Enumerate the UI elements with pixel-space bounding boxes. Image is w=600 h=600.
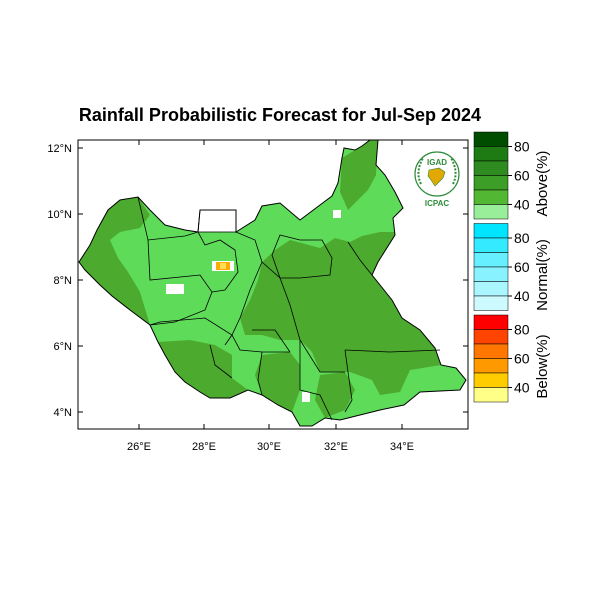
colorbar-swatch — [473, 295, 509, 311]
colorbar-tick-label: 40 — [514, 380, 530, 396]
abyei-area — [197, 209, 237, 233]
colorbar-group-label: Below(%) — [534, 334, 551, 398]
colorbar-group-label: Normal(%) — [534, 239, 551, 311]
africa-horn-icon — [427, 167, 446, 187]
figure-title: Rainfall Probabilistic Forecast for Jul-… — [79, 105, 481, 125]
colorbar-swatch — [473, 343, 509, 359]
colorbar-swatch — [473, 189, 509, 205]
above-normal-40-zone-north — [236, 203, 300, 262]
lat-tick-label: 12°N — [47, 143, 72, 155]
logo-bottom-text: ICPAC — [425, 199, 450, 208]
no-data-cell-north — [333, 210, 341, 218]
colorbar-swatch — [473, 329, 509, 345]
colorbar-swatch — [473, 252, 509, 268]
colorbar-swatch — [473, 314, 509, 330]
no-data-cell-west — [166, 284, 184, 294]
colorbar-swatch — [473, 372, 509, 388]
lon-tick-label: 28°E — [192, 441, 216, 453]
lon-tick-label: 32°E — [324, 441, 348, 453]
colorbar-swatch — [473, 387, 509, 403]
above-normal-60-zone-south — [255, 352, 300, 412]
lat-tick-label: 8°N — [54, 275, 73, 287]
lat-tick-label: 4°N — [54, 407, 73, 419]
map-panel: 12°N 10°N 8°N 6°N 4°N 26°E 28°E 30°E 32°… — [47, 139, 469, 453]
colorbar-swatch — [473, 160, 509, 176]
colorbar-swatch — [473, 146, 509, 162]
colorbar-tick-label: 60 — [514, 351, 530, 367]
lon-tick-label: 26°E — [127, 441, 151, 453]
above-normal-60-zone-west — [79, 197, 150, 325]
lat-tick-label: 10°N — [47, 209, 72, 221]
colorbar-swatch — [473, 237, 509, 253]
colorbar-swatch — [473, 175, 509, 191]
logo-top-text: IGAD — [427, 158, 447, 167]
lon-tick-label: 30°E — [257, 441, 281, 453]
country-outline — [78, 139, 467, 427]
latitude-axis: 12°N 10°N 8°N 6°N 4°N — [47, 143, 468, 419]
below-normal-cell-yellow — [220, 263, 226, 269]
lon-tick-label: 34°E — [390, 441, 414, 453]
colorbar-group-label: Above(%) — [534, 151, 551, 217]
colorbar-tick-label: 80 — [514, 139, 530, 155]
igad-icpac-logo: IGAD ICPAC — [414, 151, 460, 208]
no-data-cell-south — [302, 392, 310, 402]
colorbar-tick-label: 40 — [514, 288, 530, 304]
colorbar-tick-label: 40 — [514, 197, 530, 213]
colorbar-tick-label: 80 — [514, 230, 530, 246]
lat-tick-label: 6°N — [54, 341, 73, 353]
state-boundaries — [137, 196, 441, 421]
colorbar-swatch — [473, 223, 509, 239]
forecast-fill — [79, 140, 441, 418]
above-normal-60-zone-southwest — [158, 340, 248, 398]
above-normal-60-zone-east — [240, 232, 441, 395]
above-normal-60-zone-southeast — [315, 372, 355, 418]
colorbar-tick-label: 60 — [514, 168, 530, 184]
colorbar-swatch — [473, 204, 509, 220]
colorbar-swatch — [473, 266, 509, 282]
laurel-right-icon — [450, 157, 457, 185]
colorbar-swatch — [473, 358, 509, 374]
above-normal-60-zone-northeast — [340, 140, 378, 210]
colorbar-tick-label: 60 — [514, 259, 530, 275]
longitude-axis: 26°E 28°E 30°E 32°E 34°E — [127, 140, 414, 453]
colorbar-swatch — [473, 281, 509, 297]
laurel-left-icon — [417, 157, 424, 185]
colorbar-swatch — [473, 131, 509, 147]
colorbar-tick-label: 80 — [514, 322, 530, 338]
